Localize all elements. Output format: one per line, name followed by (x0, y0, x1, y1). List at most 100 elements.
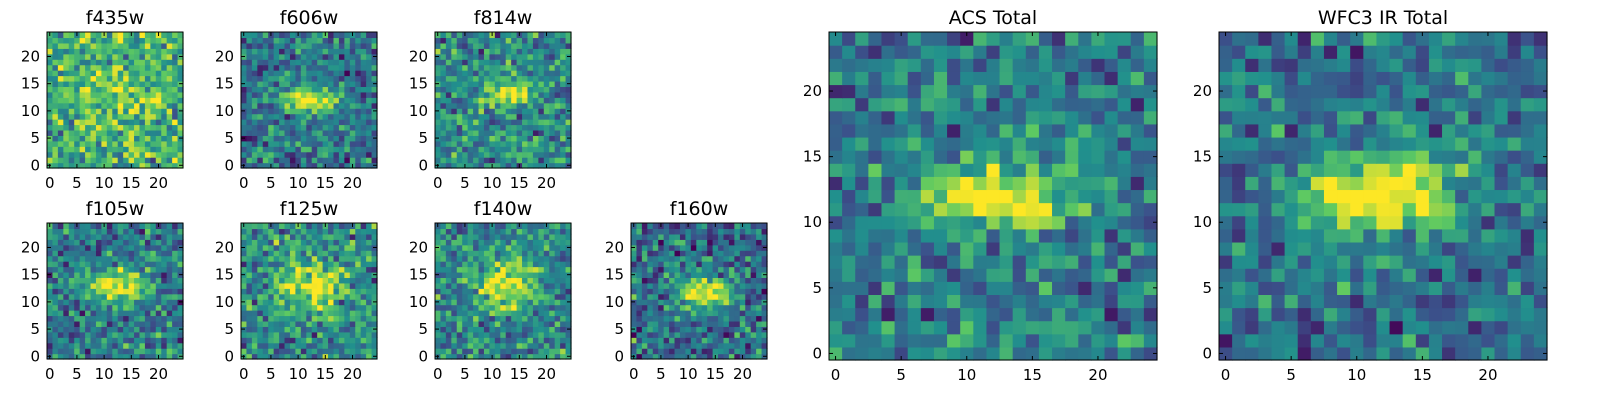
heatmap-cell (494, 293, 501, 300)
heatmap-cell (139, 157, 146, 164)
heatmap-cell (155, 113, 162, 120)
heatmap-cell (756, 244, 763, 251)
heatmap-cell (462, 299, 469, 306)
heatmap-cell (257, 331, 264, 338)
heatmap-cell (456, 162, 463, 169)
heatmap-cell (355, 239, 362, 246)
heatmap-cell (707, 250, 714, 257)
heatmap-cell (445, 80, 452, 87)
heatmap-cell (311, 326, 318, 333)
heatmap-cell (139, 337, 146, 344)
heatmap-cell (262, 119, 269, 126)
heatmap-cell (500, 310, 507, 317)
heatmap-cell (538, 228, 545, 235)
heatmap-cell (47, 277, 54, 284)
heatmap-cell (85, 304, 92, 311)
heatmap-cell (756, 233, 763, 240)
heatmap-cell (478, 348, 485, 355)
heatmap-cell (500, 48, 507, 55)
heatmap-cell (268, 337, 275, 344)
heatmap-cell (445, 135, 452, 142)
heatmap-cell (338, 59, 345, 66)
heatmap-cell (177, 266, 184, 273)
heatmap-cell (371, 282, 378, 289)
heatmap-cell (57, 293, 64, 300)
heatmap-cell (631, 342, 638, 349)
heatmap-cell (543, 266, 550, 273)
heatmap-cell (317, 261, 324, 268)
heatmap-cell (117, 315, 124, 322)
heatmap-cell (543, 342, 550, 349)
heatmap-cell (90, 80, 97, 87)
heatmap-cell (338, 119, 345, 126)
heatmap-cell (279, 146, 286, 153)
heatmap-cell (333, 255, 340, 262)
heatmap-cell (881, 241, 896, 256)
heatmap-cell (855, 202, 869, 217)
heatmap-cell (712, 228, 719, 235)
heatmap-cell (317, 299, 324, 306)
heatmap-cell (500, 299, 507, 306)
heatmap-cell (284, 124, 291, 131)
heatmap-cell (718, 244, 725, 251)
heatmap-cell (360, 288, 367, 295)
heatmap-cell (565, 48, 572, 55)
heatmap-cell (57, 342, 64, 349)
heatmap-cell (139, 151, 146, 158)
heatmap-cell (344, 299, 351, 306)
heatmap-cell (516, 80, 523, 87)
heatmap-cell (338, 48, 345, 55)
heatmap-cell (284, 255, 291, 262)
heatmap-cell (123, 342, 130, 349)
heatmap-cell (128, 288, 135, 295)
heatmap-cell (47, 250, 54, 257)
heatmap-cell (128, 244, 135, 251)
heatmap-cell (355, 228, 362, 235)
heatmap-cell (947, 189, 961, 204)
heatmap-cell (333, 233, 340, 240)
heatmap-cell (322, 255, 329, 262)
heatmap-cell (527, 70, 534, 77)
heatmap-cell (445, 288, 452, 295)
heatmap-cell (360, 146, 367, 153)
heatmap-cell (257, 304, 264, 311)
heatmap-cell (139, 42, 146, 49)
heatmap-cell (241, 250, 248, 257)
heatmap-cell (317, 37, 324, 44)
heatmap-cell (636, 223, 643, 230)
heatmap-cell (467, 288, 474, 295)
heatmap-cell (90, 233, 97, 240)
heatmap-cell (74, 304, 81, 311)
heatmap-cell (79, 310, 86, 317)
heatmap-cell (554, 113, 561, 120)
heatmap-cell (328, 299, 335, 306)
heatmap-cell (295, 255, 302, 262)
heatmap-cell (47, 70, 54, 77)
heatmap-cell (161, 233, 168, 240)
heatmap-cell (63, 261, 70, 268)
heatmap-cell (707, 271, 714, 278)
heatmap-cell (881, 346, 896, 361)
heatmap-cell (366, 223, 373, 230)
heatmap-cell (522, 157, 529, 164)
heatmap-cell (933, 202, 948, 217)
heatmap-cell (95, 223, 102, 230)
heatmap-cell (1078, 163, 1092, 177)
heatmap-cell (112, 244, 119, 251)
heatmap-cell (85, 266, 92, 273)
heatmap-cell (150, 108, 157, 115)
heatmap-cell (311, 282, 318, 289)
heatmap-cell (123, 250, 130, 257)
heatmap-cell (500, 320, 507, 327)
heatmap-cell (734, 342, 741, 349)
heatmap-cell (251, 129, 258, 136)
heatmap-cell (560, 48, 567, 55)
heatmap-cell (123, 348, 130, 355)
heatmap-cell (123, 304, 130, 311)
heatmap-cell (90, 326, 97, 333)
heatmap-cell (262, 282, 269, 289)
heatmap-cell (494, 320, 501, 327)
heatmap-cell (106, 223, 113, 230)
f140w-title: f140w (474, 198, 533, 220)
heatmap-cell (344, 223, 351, 230)
